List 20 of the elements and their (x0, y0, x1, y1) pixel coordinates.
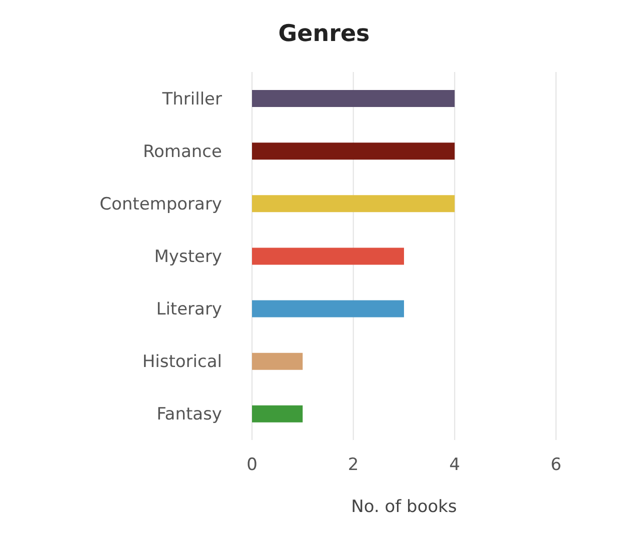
x-axis-title: No. of books (351, 497, 457, 517)
chart-title: Genres (277, 20, 371, 49)
x-tick-label: 2 (348, 455, 359, 476)
y-tick-label: Historical (142, 352, 222, 372)
y-tick-label: Thriller (161, 89, 222, 110)
x-tick-label: 4 (449, 455, 460, 476)
y-tick-label: Contemporary (100, 194, 222, 214)
bar (252, 142, 455, 160)
bar (252, 90, 455, 107)
y-tick-label: Fantasy (156, 404, 222, 425)
bar (252, 248, 404, 265)
x-tick-label: 6 (550, 455, 562, 476)
y-tick-label: Mystery (154, 247, 222, 268)
bar (252, 405, 303, 422)
bar (252, 195, 455, 212)
y-tick-label: Literary (156, 300, 222, 320)
x-tick-label: 0 (246, 455, 258, 476)
y-tick-label: Romance (142, 142, 222, 162)
bar (252, 300, 404, 318)
bar (252, 352, 303, 370)
